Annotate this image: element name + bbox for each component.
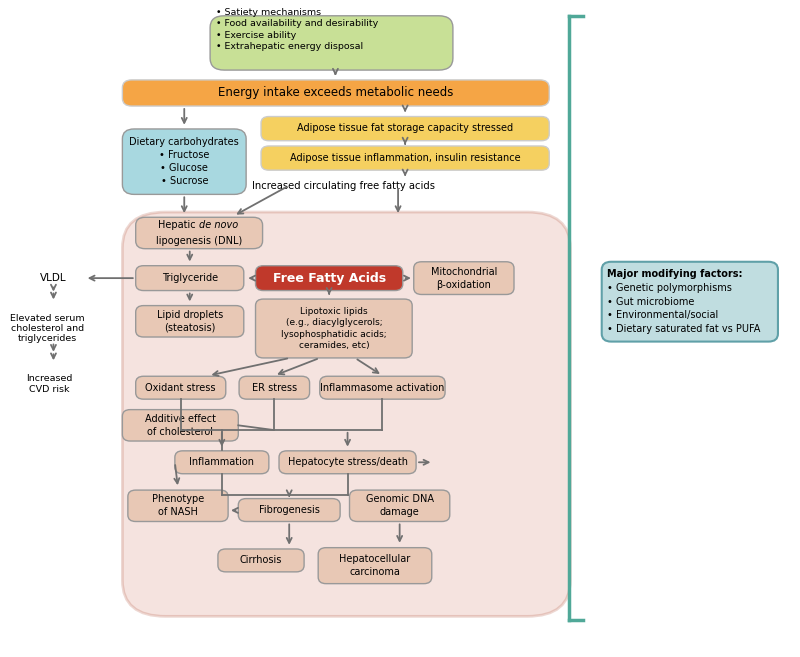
FancyBboxPatch shape — [122, 212, 570, 616]
Text: • Dietary saturated fat vs PUFA: • Dietary saturated fat vs PUFA — [607, 324, 761, 334]
FancyBboxPatch shape — [122, 409, 238, 441]
Text: Hepatocellular
carcinoma: Hepatocellular carcinoma — [339, 555, 410, 577]
Text: ER stress: ER stress — [252, 383, 297, 393]
Text: Increased
CVD risk: Increased CVD risk — [26, 374, 73, 394]
Text: • Genetic polymorphisms: • Genetic polymorphisms — [607, 283, 732, 293]
Text: Cirrhosis: Cirrhosis — [240, 555, 282, 566]
FancyBboxPatch shape — [136, 265, 244, 290]
Text: Elevated serum
cholesterol and
triglycerides: Elevated serum cholesterol and triglycer… — [10, 313, 85, 344]
FancyBboxPatch shape — [128, 490, 228, 522]
FancyBboxPatch shape — [136, 376, 226, 399]
Text: Adipose tissue inflammation, insulin resistance: Adipose tissue inflammation, insulin res… — [290, 152, 521, 163]
FancyBboxPatch shape — [318, 548, 432, 583]
FancyBboxPatch shape — [414, 261, 514, 294]
FancyBboxPatch shape — [255, 299, 412, 358]
FancyBboxPatch shape — [175, 451, 269, 474]
Text: Lipid droplets
(steatosis): Lipid droplets (steatosis) — [157, 310, 223, 332]
FancyBboxPatch shape — [136, 306, 244, 337]
Text: Fibrogenesis: Fibrogenesis — [258, 505, 320, 515]
Text: Genomic DNA
damage: Genomic DNA damage — [366, 495, 434, 517]
Text: Hepatic: Hepatic — [158, 220, 199, 230]
Text: Major modifying factors:: Major modifying factors: — [607, 269, 742, 279]
FancyBboxPatch shape — [261, 116, 550, 141]
Text: de novo: de novo — [199, 220, 238, 230]
Text: VLDL: VLDL — [40, 273, 66, 283]
Text: Hepatocyte stress/death: Hepatocyte stress/death — [287, 457, 407, 467]
Text: Inflammasome activation: Inflammasome activation — [320, 383, 445, 393]
Text: Dietary carbohydrates
• Fructose
• Glucose
• Sucrose: Dietary carbohydrates • Fructose • Gluco… — [130, 137, 239, 186]
Text: Lipotoxic lipids
(e.g., diacylglycerols;
lysophosphatidic acids;
ceramides, etc): Lipotoxic lipids (e.g., diacylglycerols;… — [281, 307, 386, 350]
FancyBboxPatch shape — [261, 146, 550, 170]
FancyBboxPatch shape — [218, 549, 304, 572]
Text: • Satiety mechanisms
• Food availability and desirability
• Exercise ability
• E: • Satiety mechanisms • Food availability… — [215, 8, 378, 51]
FancyBboxPatch shape — [210, 16, 453, 70]
FancyBboxPatch shape — [350, 490, 450, 522]
FancyBboxPatch shape — [320, 376, 445, 399]
Text: Increased circulating free fatty acids: Increased circulating free fatty acids — [252, 181, 434, 191]
FancyBboxPatch shape — [136, 217, 262, 249]
Text: • Gut microbiome: • Gut microbiome — [607, 297, 694, 307]
Text: Phenotype
of NASH: Phenotype of NASH — [152, 495, 204, 517]
FancyBboxPatch shape — [122, 129, 246, 194]
FancyBboxPatch shape — [279, 451, 416, 474]
FancyBboxPatch shape — [238, 499, 340, 522]
Text: • Environmental/social: • Environmental/social — [607, 310, 718, 321]
Text: Triglyceride: Triglyceride — [162, 273, 218, 283]
Text: Oxidant stress: Oxidant stress — [146, 383, 216, 393]
FancyBboxPatch shape — [239, 376, 310, 399]
Text: Additive effect
of cholesterol: Additive effect of cholesterol — [145, 414, 216, 437]
Text: Adipose tissue fat storage capacity stressed: Adipose tissue fat storage capacity stre… — [297, 124, 513, 133]
Text: Free Fatty Acids: Free Fatty Acids — [273, 271, 386, 284]
FancyBboxPatch shape — [255, 265, 402, 290]
Text: lipogenesis (DNL): lipogenesis (DNL) — [156, 236, 242, 246]
FancyBboxPatch shape — [122, 80, 550, 106]
FancyBboxPatch shape — [602, 261, 778, 342]
Text: Inflammation: Inflammation — [190, 457, 254, 467]
Text: Mitochondrial
β-oxidation: Mitochondrial β-oxidation — [430, 267, 497, 290]
Text: Energy intake exceeds metabolic needs: Energy intake exceeds metabolic needs — [218, 87, 453, 99]
